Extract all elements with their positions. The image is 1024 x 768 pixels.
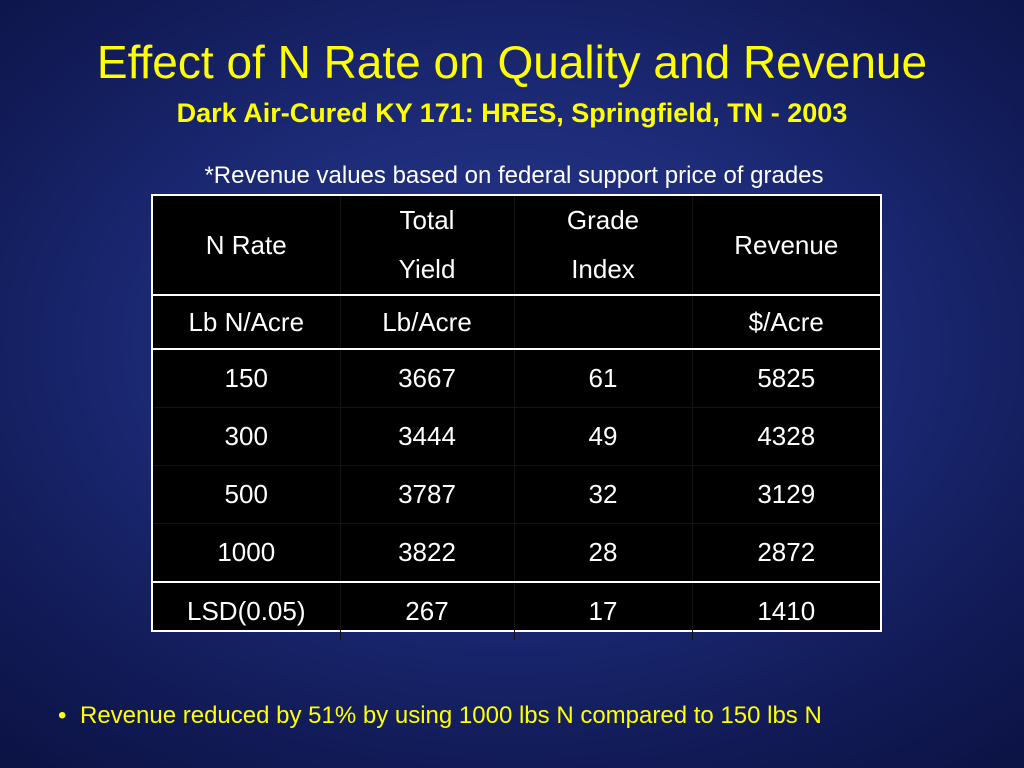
- header-grade-index-line2: Index: [571, 254, 635, 284]
- cell-grade-index: 28: [513, 523, 692, 583]
- cell-yield: 3787: [339, 465, 514, 524]
- units-row: Lb N/Acre Lb/Acre $/Acre: [153, 295, 880, 350]
- bullet-marker: •: [58, 702, 67, 729]
- header-total-yield: Total Yield: [339, 196, 514, 296]
- cell-revenue: 3129: [691, 465, 880, 524]
- revenue-note: *Revenue values based on federal support…: [204, 162, 824, 189]
- slide-title: Effect of N Rate on Quality and Revenue: [96, 36, 928, 88]
- header-revenue-label: Revenue: [734, 229, 839, 260]
- lsd-grade-index: 17: [513, 582, 692, 640]
- slide-subtitle: Dark Air-Cured KY 171: HRES, Springfield…: [176, 98, 848, 128]
- results-table-frame: N Rate Total Yield Grade Index Revenue L…: [151, 194, 882, 640]
- results-table: N Rate Total Yield Grade Index Revenue L…: [153, 196, 880, 640]
- cell-grade-index: 32: [513, 465, 692, 524]
- header-total-yield-line2: Yield: [398, 254, 456, 284]
- lsd-yield: 267: [339, 582, 514, 640]
- unit-revenue: $/Acre: [691, 295, 880, 350]
- bullet-text: Revenue reduced by 51% by using 1000 lbs…: [80, 702, 822, 729]
- header-row: N Rate Total Yield Grade Index Revenue: [153, 196, 880, 296]
- lsd-revenue: 1410: [691, 582, 880, 640]
- header-grade-index-line1: Grade: [566, 205, 640, 235]
- unit-grade-index: [513, 295, 692, 350]
- cell-n-rate: 500: [153, 465, 340, 524]
- table-row: 150 3667 61 5825: [153, 349, 880, 408]
- cell-grade-index: 61: [513, 349, 692, 408]
- cell-yield: 3444: [339, 407, 514, 466]
- header-n-rate-label: N Rate: [205, 229, 287, 260]
- lsd-row: LSD(0.05) 267 17 1410: [153, 582, 880, 640]
- cell-yield: 3667: [339, 349, 514, 408]
- cell-yield: 3822: [339, 523, 514, 583]
- bullet-point: • Revenue reduced by 51% by using 1000 lb…: [58, 700, 822, 732]
- cell-revenue: 4328: [691, 407, 880, 466]
- header-total-yield-line1: Total: [399, 205, 455, 235]
- header-grade-index: Grade Index: [513, 196, 692, 296]
- cell-n-rate: 150: [153, 349, 340, 408]
- header-revenue: Revenue: [691, 196, 880, 296]
- table-row: 1000 3822 28 2872: [153, 523, 880, 583]
- cell-n-rate: 300: [153, 407, 340, 466]
- cell-revenue: 5825: [691, 349, 880, 408]
- unit-yield: Lb/Acre: [339, 295, 514, 350]
- lsd-label: LSD(0.05): [187, 596, 306, 626]
- table-row: 300 3444 49 4328: [153, 407, 880, 466]
- cell-n-rate: 1000: [153, 523, 340, 583]
- cell-grade-index: 49: [513, 407, 692, 466]
- cell-revenue: 2872: [691, 523, 880, 583]
- unit-n-rate: Lb N/Acre: [153, 295, 340, 350]
- header-n-rate: N Rate: [153, 196, 340, 296]
- table-row: 500 3787 32 3129: [153, 465, 880, 524]
